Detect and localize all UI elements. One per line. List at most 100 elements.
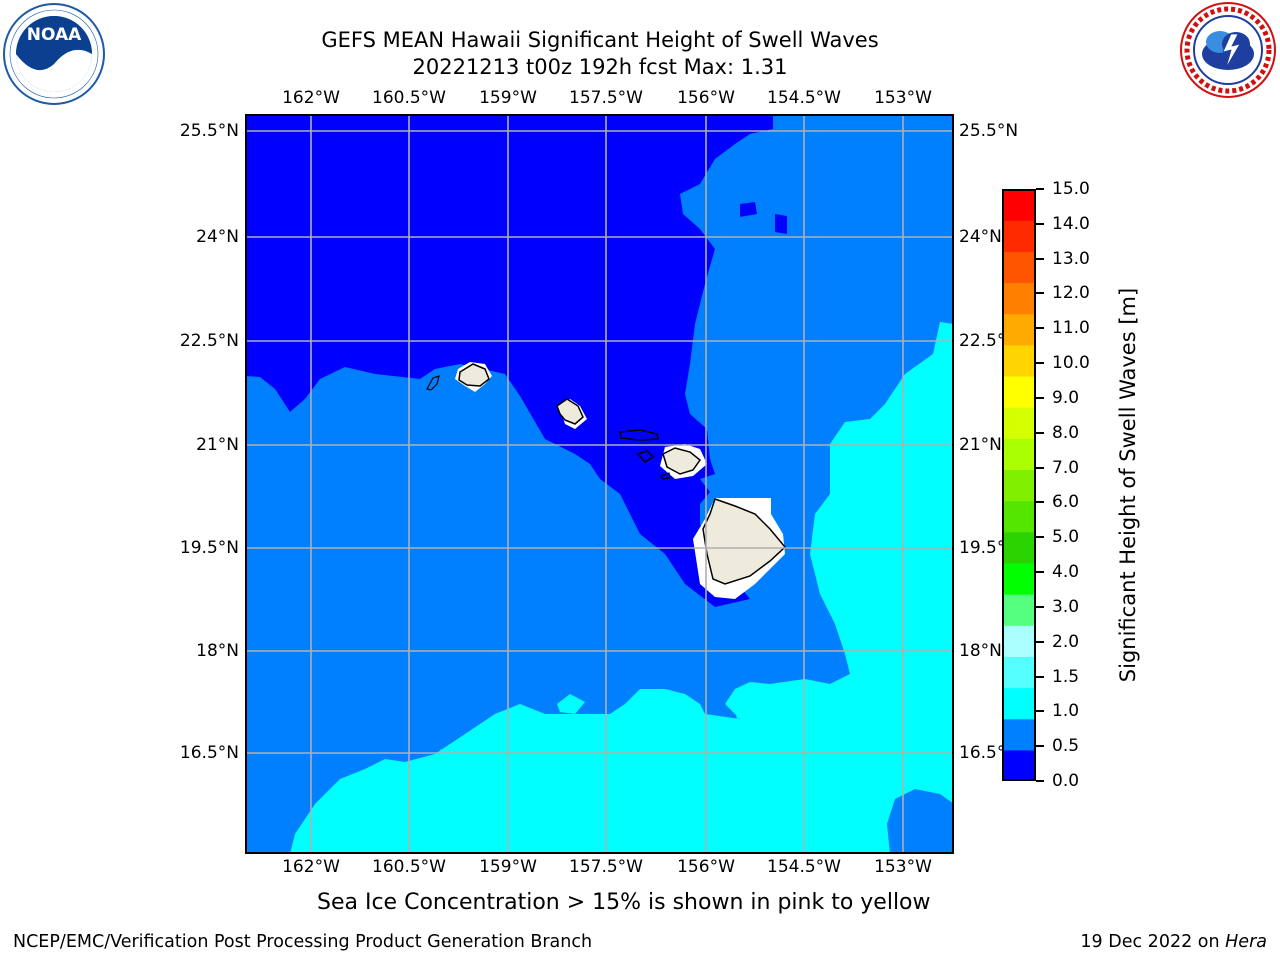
lon-tick-bottom: 154.5°W <box>767 857 841 877</box>
colorbar-tick-label: 5.0 <box>1052 527 1080 548</box>
colorbar-tick-label: 7.0 <box>1052 457 1080 478</box>
lon-tick-bottom: 160.5°W <box>372 857 446 877</box>
colorbar-band <box>1002 656 1036 689</box>
colorbar-frame <box>1002 189 1036 781</box>
lat-tick-left: 16.5°N <box>179 743 239 763</box>
colorbar-tick-mark <box>1036 710 1044 713</box>
lat-tick-left: 22.5°N <box>179 331 239 351</box>
colorbar-band <box>1002 375 1036 408</box>
colorbar-band <box>1002 687 1036 720</box>
colorbar-tick-mark <box>1036 571 1044 574</box>
map-frame <box>245 114 954 854</box>
colorbar-band <box>1002 313 1036 346</box>
colorbar-band <box>1002 469 1036 502</box>
colorbar-tick-label: 3.0 <box>1052 596 1080 617</box>
colorbar-tick-mark <box>1036 466 1044 469</box>
lat-tick-right: 25.5°N <box>959 121 1019 141</box>
lanai-island <box>636 450 655 463</box>
colorbar-band <box>1002 438 1036 471</box>
colorbar-tick-label: 8.0 <box>1052 422 1080 443</box>
swell-band-1-1.5-patch-south <box>580 744 600 766</box>
lon-tick-bottom: 157.5°W <box>569 857 643 877</box>
lon-tick-bottom: 159°W <box>479 857 537 877</box>
lon-tick-top: 153°W <box>874 88 932 108</box>
sea-ice-note: Sea Ice Concentration > 15% is shown in … <box>317 890 931 915</box>
lon-tick-top: 156°W <box>677 88 735 108</box>
colorbar-tick-label: 9.0 <box>1052 387 1080 408</box>
swell-band-1-1.5-patch-west <box>557 694 585 714</box>
colorbar-tick-label: 1.0 <box>1052 701 1080 722</box>
lat-tick-left: 24°N <box>196 227 239 247</box>
colorbar-tick-mark <box>1036 431 1044 434</box>
lat-tick-left: 25.5°N <box>179 121 239 141</box>
hawaii-island <box>702 498 787 585</box>
colorbar-tick-label: 2.0 <box>1052 631 1080 652</box>
colorbar-band <box>1002 282 1036 315</box>
lon-tick-top: 154.5°W <box>767 88 841 108</box>
lat-tick-left: 19.5°N <box>179 538 239 558</box>
lon-tick-top: 159°W <box>479 88 537 108</box>
lon-tick-bottom: 162°W <box>282 857 340 877</box>
colorbar-band <box>1002 220 1036 252</box>
colorbar-tick-label: 15.0 <box>1052 179 1090 199</box>
colorbar-tick-label: 1.5 <box>1052 666 1080 687</box>
lon-tick-bottom: 156°W <box>677 857 735 877</box>
footer-host: Hera <box>1225 932 1267 952</box>
forecast-subtitle: 20221213 t00z 192h fcst Max: 1.31 <box>412 55 788 79</box>
nws-logo <box>1176 0 1280 100</box>
swell-height-map <box>245 114 954 854</box>
colorbar-tick-mark <box>1036 257 1044 260</box>
kauai-island <box>458 363 490 387</box>
lon-tick-bottom: 153°W <box>874 857 932 877</box>
map-title: GEFS MEAN Hawaii Significant Height of S… <box>321 28 879 52</box>
kahoolawe-island <box>660 472 671 480</box>
oahu-island <box>556 398 584 425</box>
maui-island <box>662 447 702 475</box>
colorbar-tick-label: 0.0 <box>1052 771 1080 791</box>
swell-band-1-1.5-patch-central <box>733 689 750 719</box>
colorbar-tick-label: 10.0 <box>1052 353 1090 374</box>
footer-date-text: 19 Dec 2022 on <box>1080 932 1226 952</box>
colorbar-tick-label: 11.0 <box>1052 318 1090 339</box>
colorbar-band <box>1002 344 1036 377</box>
colorbar-tick-label: 4.0 <box>1052 562 1080 583</box>
colorbar-band <box>1002 407 1036 439</box>
colorbar-tick-mark <box>1036 780 1044 782</box>
swell-band-0.5-1-southeast <box>887 789 954 854</box>
colorbar-tick-mark <box>1036 327 1044 330</box>
lat-tick-right: 24°N <box>959 227 1002 247</box>
colorbar-band <box>1002 749 1036 781</box>
colorbar-tick-mark <box>1036 536 1044 539</box>
noaa-logo: NOAA <box>2 2 106 106</box>
colorbar-tick-mark <box>1036 640 1044 643</box>
lon-tick-top: 157.5°W <box>569 88 643 108</box>
colorbar-tick-mark <box>1036 745 1044 748</box>
colorbar-band <box>1002 562 1036 595</box>
lat-tick-right: 21°N <box>959 435 1002 455</box>
colorbar-tick-mark <box>1036 396 1044 399</box>
colorbar-band <box>1002 251 1036 284</box>
footer-branch: NCEP/EMC/Verification Post Processing Pr… <box>13 932 593 952</box>
colorbar <box>1002 189 1036 781</box>
molokai-island <box>619 429 659 441</box>
colorbar-band <box>1002 594 1036 626</box>
colorbar-tick-label: 0.5 <box>1052 736 1080 757</box>
colorbar-band <box>1002 625 1036 657</box>
footer-date: 19 Dec 2022 on Hera <box>1080 932 1267 952</box>
lat-tick-right: 18°N <box>959 641 1002 661</box>
colorbar-tick-label: 14.0 <box>1052 213 1090 234</box>
colorbar-tick-mark <box>1036 222 1044 225</box>
colorbar-band <box>1002 189 1036 221</box>
colorbar-tick-mark <box>1036 605 1044 608</box>
niihau-island <box>426 375 440 391</box>
colorbar-label: Significant Height of Swell Waves [m] <box>1116 287 1140 683</box>
colorbar-tick-mark <box>1036 362 1044 365</box>
colorbar-tick-mark <box>1036 675 1044 678</box>
colorbar-band <box>1002 531 1036 564</box>
colorbar-tick-label: 6.0 <box>1052 492 1080 513</box>
noaa-logo-text: NOAA <box>27 25 82 45</box>
lon-tick-top: 160.5°W <box>372 88 446 108</box>
colorbar-tick-mark <box>1036 188 1044 190</box>
colorbar-band <box>1002 500 1036 533</box>
graticule <box>245 114 954 854</box>
